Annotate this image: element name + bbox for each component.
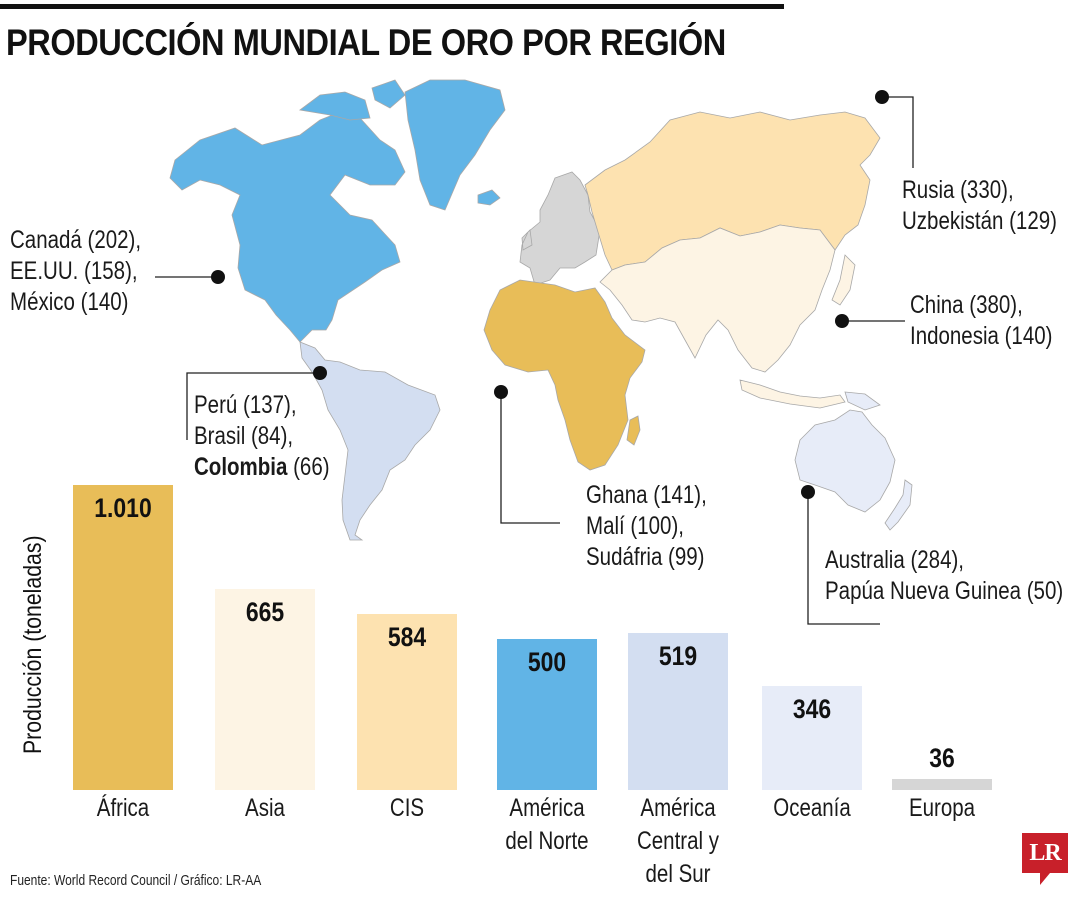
marker-asia (835, 314, 849, 328)
y-axis-label: Producción (toneladas) (19, 535, 47, 754)
label-oceania: Australia (284), Papúa Nueva Guinea (50) (825, 546, 1064, 605)
colombia-highlight: Colombia (194, 453, 288, 481)
region-south-america (299, 341, 441, 541)
marker-oceania (801, 485, 815, 499)
lr-logo-tail (1040, 873, 1050, 885)
bar-value-label: 584 (387, 622, 427, 652)
bar-value-label: 500 (527, 647, 567, 677)
region-iceland (477, 189, 501, 206)
region-indonesia (739, 379, 846, 409)
region-australia (794, 409, 896, 513)
bar-3 (497, 639, 597, 790)
marker-north-america (211, 270, 225, 284)
category-label: CIS (389, 794, 425, 822)
marker-cis (875, 90, 889, 104)
bar-1 (215, 589, 315, 790)
label-north-america: Canadá (202), EE.UU. (158), México (140) (10, 226, 142, 316)
bar-value-label: 346 (792, 694, 832, 724)
lr-logo: LR (1022, 833, 1068, 873)
bar-value-label: 519 (658, 641, 698, 671)
region-madagascar (626, 415, 641, 446)
label-south-america: Perú (137), Brasil (84), Colombia (66) (194, 391, 330, 481)
region-new-zealand (884, 479, 913, 531)
bar-value-label: 665 (245, 597, 285, 627)
chart-title: PRODUCCIÓN MUNDIAL DE ORO POR REGIÓN (6, 22, 726, 63)
region-europe (519, 171, 601, 286)
bar-2 (357, 614, 457, 790)
marker-south-america (313, 366, 327, 380)
category-label: América Central y del Sur (636, 794, 720, 888)
region-japan (831, 254, 856, 306)
region-africa (483, 279, 646, 471)
bar-value-label: 36 (929, 743, 955, 773)
bar-value-label: 1.010 (94, 493, 152, 523)
region-north-america (169, 111, 406, 343)
category-label: Oceanía (773, 794, 851, 822)
label-asia: China (380), Indonesia (140) (910, 291, 1053, 350)
region-papua (844, 391, 881, 411)
region-greenland (404, 79, 506, 211)
category-label: África (96, 794, 150, 822)
category-label: Asia (245, 794, 285, 822)
marker-africa (494, 385, 508, 399)
top-rule (0, 4, 784, 9)
bar-6 (892, 779, 992, 790)
bar-5 (762, 686, 862, 790)
label-cis: Rusia (330), Uzbekistán (129) (902, 176, 1057, 235)
bar-0 (73, 485, 173, 790)
region-asia (599, 224, 836, 373)
world-map (155, 79, 914, 625)
source-note: Fuente: World Record Council / Gráfico: … (10, 872, 262, 889)
category-label: Europa (908, 794, 976, 822)
category-label: América del Norte (505, 794, 589, 855)
bar-4 (628, 633, 728, 790)
region-arctic-islands (299, 79, 406, 121)
label-africa: Ghana (141), Malí (100), Sudáfria (99) (586, 481, 707, 571)
